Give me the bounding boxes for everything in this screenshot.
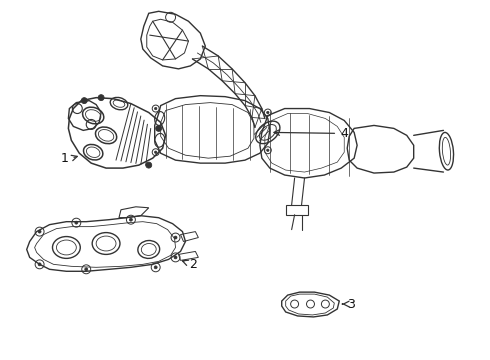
Circle shape [154,107,157,110]
Circle shape [98,95,104,100]
Circle shape [174,236,177,239]
Circle shape [129,218,132,221]
Circle shape [85,268,88,271]
Circle shape [75,221,78,224]
Circle shape [154,151,157,153]
Circle shape [38,230,41,233]
Text: 2: 2 [190,258,197,271]
Circle shape [267,111,269,114]
Circle shape [174,256,177,259]
Text: 3: 3 [347,297,355,311]
Text: 1: 1 [60,152,68,165]
Circle shape [267,149,269,152]
Circle shape [154,266,157,269]
Circle shape [156,125,162,131]
Circle shape [38,263,41,266]
Circle shape [81,98,87,104]
Text: 4: 4 [340,127,348,140]
Circle shape [146,162,152,168]
